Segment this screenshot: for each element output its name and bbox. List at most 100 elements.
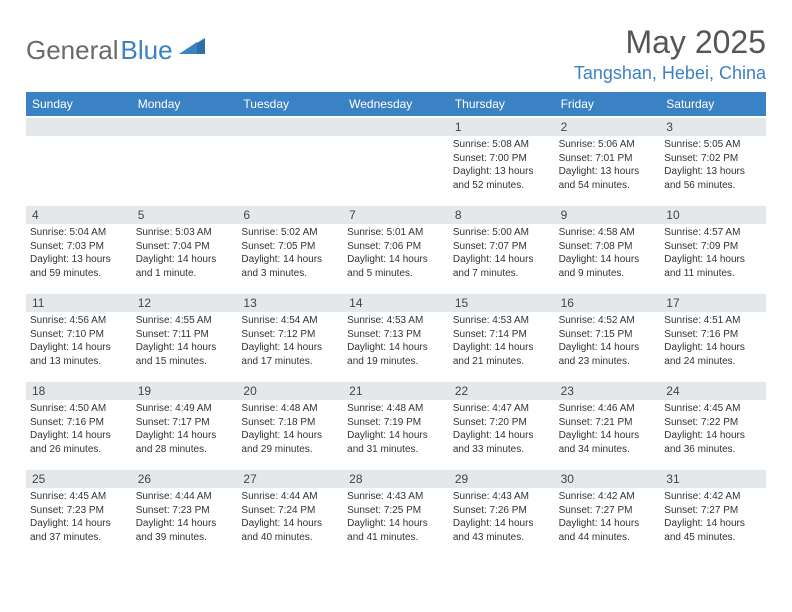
info-line: and 7 minutes. [453,267,551,281]
day-info: Sunrise: 5:06 AMSunset: 7:01 PMDaylight:… [559,138,657,192]
day-cell: 12Sunrise: 4:55 AMSunset: 7:11 PMDayligh… [132,292,238,380]
day-number: 2 [555,118,661,136]
day-cell [132,116,238,204]
info-line: Sunset: 7:23 PM [136,504,234,518]
info-line: Sunrise: 4:53 AM [347,314,445,328]
day-info: Sunrise: 4:51 AMSunset: 7:16 PMDaylight:… [664,314,762,368]
info-line: Sunset: 7:15 PM [559,328,657,342]
info-line: Sunrise: 4:42 AM [559,490,657,504]
day-number: 9 [555,206,661,224]
info-line: Sunrise: 4:51 AM [664,314,762,328]
info-line: Sunrise: 4:52 AM [559,314,657,328]
info-line: Sunrise: 4:48 AM [347,402,445,416]
info-line: Sunset: 7:08 PM [559,240,657,254]
info-line: Sunrise: 4:53 AM [453,314,551,328]
info-line: Daylight: 14 hours [347,341,445,355]
info-line: Daylight: 14 hours [453,253,551,267]
info-line: Sunset: 7:03 PM [30,240,128,254]
day-number: 22 [449,382,555,400]
day-cell: 27Sunrise: 4:44 AMSunset: 7:24 PMDayligh… [237,468,343,556]
info-line: Sunset: 7:06 PM [347,240,445,254]
info-line: Sunrise: 4:43 AM [453,490,551,504]
info-line: Daylight: 14 hours [453,517,551,531]
info-line: and 24 minutes. [664,355,762,369]
day-cell: 17Sunrise: 4:51 AMSunset: 7:16 PMDayligh… [660,292,766,380]
day-cell: 22 Sunrise: 4:47 AMSunset: 7:20 PMDayligh… [449,380,555,468]
day-info: Sunrise: 4:50 AMSunset: 7:16 PMDaylight:… [30,402,128,456]
info-line: Daylight: 14 hours [559,429,657,443]
info-line: and 33 minutes. [453,443,551,457]
info-line: and 44 minutes. [559,531,657,545]
info-line: Daylight: 13 hours [664,165,762,179]
day-number: 11 [26,294,132,312]
day-info: Sunrise: 4:53 AMSunset: 7:13 PMDaylight:… [347,314,445,368]
day-cell: 28Sunrise: 4:43 AMSunset: 7:25 PMDayligh… [343,468,449,556]
info-line: Daylight: 14 hours [453,429,551,443]
info-line: Sunrise: 4:58 AM [559,226,657,240]
info-line: and 39 minutes. [136,531,234,545]
day-info: Sunrise: 4:44 AMSunset: 7:24 PMDaylight:… [241,490,339,544]
info-line: and 19 minutes. [347,355,445,369]
day-number: 21 [343,382,449,400]
info-line: Sunrise: 4:43 AM [347,490,445,504]
info-line: Sunrise: 4:44 AM [136,490,234,504]
day-info: Sunrise: 5:08 AMSunset: 7:00 PMDaylight:… [453,138,551,192]
info-line: Sunrise: 4:54 AM [241,314,339,328]
info-line: Sunset: 7:20 PM [453,416,551,430]
day-cell: 18Sunrise: 4:50 AMSunset: 7:16 PMDayligh… [26,380,132,468]
day-number: 20 [237,382,343,400]
day-number: 16 [555,294,661,312]
info-line: Sunrise: 4:47 AM [453,402,551,416]
day-number: 19 [132,382,238,400]
info-line: and 52 minutes. [453,179,551,193]
info-line: Daylight: 14 hours [347,253,445,267]
day-number: 26 [132,470,238,488]
day-cell [26,116,132,204]
info-line: Sunrise: 5:03 AM [136,226,234,240]
info-line: and 17 minutes. [241,355,339,369]
day-info: Sunrise: 4:48 AMSunset: 7:18 PMDaylight:… [241,402,339,456]
day-number: 29 [449,470,555,488]
info-line: and 41 minutes. [347,531,445,545]
day-info: Sunrise: 4:52 AMSunset: 7:15 PMDaylight:… [559,314,657,368]
info-line: and 40 minutes. [241,531,339,545]
day-info: Sunrise: 4:45 AMSunset: 7:22 PMDaylight:… [664,402,762,456]
info-line: Daylight: 14 hours [136,517,234,531]
info-line: Daylight: 14 hours [136,429,234,443]
info-line: Daylight: 14 hours [30,517,128,531]
day-info: Sunrise: 4:54 AMSunset: 7:12 PMDaylight:… [241,314,339,368]
info-line: Sunset: 7:00 PM [453,152,551,166]
info-line: and 28 minutes. [136,443,234,457]
info-line: Sunset: 7:04 PM [136,240,234,254]
location: Tangshan, Hebei, China [574,63,766,84]
day-number [343,118,449,136]
logo-triangle-icon-2 [179,34,207,56]
info-line: Daylight: 14 hours [136,341,234,355]
info-line: and 3 minutes. [241,267,339,281]
day-header: Monday [132,92,238,116]
info-line: Sunrise: 4:45 AM [664,402,762,416]
day-info: Sunrise: 5:02 AMSunset: 7:05 PMDaylight:… [241,226,339,280]
day-cell: 24 Sunrise: 4:45 AMSunset: 7:22 PMDayligh… [660,380,766,468]
info-line: Sunset: 7:07 PM [453,240,551,254]
day-headers: Sunday Monday Tuesday Wednesday Thursday… [26,92,766,116]
day-header: Friday [555,92,661,116]
day-cell: 8Sunrise: 5:00 AMSunset: 7:07 PMDaylight… [449,204,555,292]
day-number: 24 [660,382,766,400]
info-line: Sunset: 7:24 PM [241,504,339,518]
info-line: Sunset: 7:25 PM [347,504,445,518]
info-line: Daylight: 14 hours [347,429,445,443]
info-line: Sunset: 7:14 PM [453,328,551,342]
info-line: Daylight: 14 hours [241,253,339,267]
info-line: and 21 minutes. [453,355,551,369]
info-line: Daylight: 14 hours [453,341,551,355]
info-line: Daylight: 14 hours [241,341,339,355]
day-header: Saturday [660,92,766,116]
info-line: Daylight: 14 hours [559,341,657,355]
day-cell: 7Sunrise: 5:01 AMSunset: 7:06 PMDaylight… [343,204,449,292]
info-line: Sunrise: 4:45 AM [30,490,128,504]
week-row: 1Sunrise: 5:08 AMSunset: 7:00 PMDaylight… [26,116,766,204]
info-line: and 9 minutes. [559,267,657,281]
day-info: Sunrise: 4:56 AMSunset: 7:10 PMDaylight:… [30,314,128,368]
day-number [237,118,343,136]
